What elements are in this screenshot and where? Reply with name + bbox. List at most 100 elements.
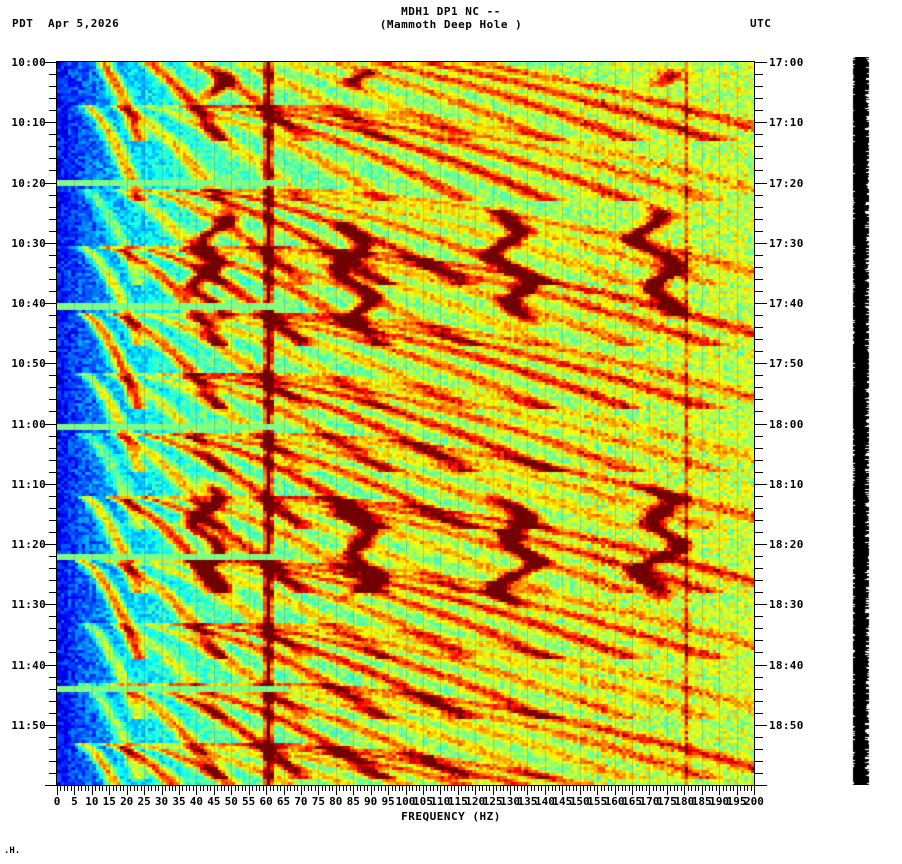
y-tick-label-left: 10:40 [11, 297, 46, 310]
y-tick-major-left [45, 303, 57, 304]
y-tick-label-right: 17:10 [769, 116, 804, 130]
y-tick-minor-right [755, 508, 763, 509]
x-tick-label: 60 [259, 795, 273, 808]
x-tick-minor [238, 786, 239, 791]
x-tick-minor [416, 786, 417, 791]
y-tick-major-right [755, 785, 767, 786]
x-tick-minor [437, 786, 438, 791]
x-tick-minor [677, 786, 678, 791]
x-tick-label: 15 [102, 795, 116, 808]
y-tick-minor-left [49, 701, 57, 702]
page-title: MDH1 DP1 NC -- [401, 5, 501, 18]
y-tick-label-right: 17:30 [769, 236, 804, 250]
x-tick-minor [503, 786, 504, 791]
y-tick-minor-right [755, 195, 763, 196]
x-tick-minor [392, 786, 393, 791]
x-tick-minor [304, 786, 305, 791]
x-tick-minor [88, 786, 89, 791]
x-tick-major [179, 786, 180, 795]
x-tick-minor [548, 786, 549, 791]
header: PDT Apr 5,2026 MDH1 DP1 NC -- (Mammoth D… [0, 0, 902, 56]
x-tick-label: 50 [224, 795, 238, 808]
y-tick-minor-right [755, 472, 763, 473]
y-tick-minor-right [755, 737, 763, 738]
x-tick-minor [521, 786, 522, 791]
y-tick-minor-right [755, 773, 763, 774]
page-subtitle: (Mammoth Deep Hole ) [379, 18, 523, 31]
y-tick-minor-left [49, 737, 57, 738]
y-tick-minor-left [49, 255, 57, 256]
x-tick-minor [217, 786, 218, 791]
x-tick-minor [270, 786, 271, 791]
y-tick-minor-left [49, 279, 57, 280]
y-tick-minor-right [755, 761, 763, 762]
x-tick-minor [224, 786, 225, 791]
y-tick-minor-left [49, 267, 57, 268]
x-tick-minor [698, 786, 699, 791]
y-tick-minor-left [49, 98, 57, 99]
x-tick-minor [165, 786, 166, 791]
x-tick-major [266, 786, 267, 795]
x-tick-minor [534, 786, 535, 791]
y-tick-minor-left [49, 375, 57, 376]
y-tick-minor-left [49, 761, 57, 762]
y-tick-minor-right [755, 351, 763, 352]
x-tick-minor [691, 786, 692, 791]
x-tick-label: 10 [85, 795, 99, 808]
x-tick-minor [461, 786, 462, 791]
x-tick-minor [325, 786, 326, 791]
x-tick-label: 5 [71, 795, 78, 808]
y-tick-minor-right [755, 556, 763, 557]
y-tick-minor-right [755, 580, 763, 581]
x-tick-minor [367, 786, 368, 791]
x-tick-minor [629, 786, 630, 791]
y-tick-label-left: 11:30 [11, 598, 46, 612]
x-tick-minor [78, 786, 79, 791]
x-tick-minor [158, 786, 159, 791]
x-tick-minor [716, 786, 717, 791]
y-tick-label-left: 11:50 [11, 718, 46, 732]
x-tick-minor [141, 786, 142, 791]
x-tick-minor [451, 786, 452, 791]
x-tick-minor [555, 786, 556, 791]
y-tick-minor-right [755, 339, 763, 340]
x-tick-minor [486, 786, 487, 791]
y-tick-minor-right [755, 640, 763, 641]
y-tick-minor-left [49, 580, 57, 581]
x-tick-minor [402, 786, 403, 791]
x-tick-label: 190 [709, 795, 730, 808]
x-tick-label: 85 [346, 795, 360, 808]
x-tick-minor [339, 786, 340, 791]
plot-top-border [56, 61, 755, 62]
y-tick-label-right: 18:30 [769, 598, 804, 612]
y-tick-minor-right [755, 592, 763, 593]
x-tick-minor [587, 786, 588, 791]
x-tick-minor [151, 786, 152, 791]
x-tick-minor [182, 786, 183, 791]
y-tick-minor-right [755, 231, 763, 232]
x-tick-minor [134, 786, 135, 791]
x-tick-major [249, 786, 250, 795]
x-tick-minor [576, 786, 577, 791]
y-tick-major-right [755, 665, 767, 666]
corner-artifact-glyph: .H. [4, 846, 21, 856]
x-tick-minor [228, 786, 229, 791]
x-tick-minor [120, 786, 121, 791]
x-tick-minor [726, 786, 727, 791]
y-tick-major-left [45, 484, 57, 485]
x-tick-minor [290, 786, 291, 791]
y-tick-label-left: 10:20 [11, 176, 46, 190]
x-tick-label: 90 [364, 795, 378, 808]
y-tick-minor-left [49, 556, 57, 557]
x-tick-minor [608, 786, 609, 791]
x-tick-major [597, 786, 598, 795]
x-tick-major [632, 786, 633, 795]
y-tick-minor-right [755, 460, 763, 461]
x-tick-major [684, 786, 685, 795]
x-tick-label: 100 [395, 795, 416, 808]
x-tick-major [162, 786, 163, 795]
x-tick-minor [479, 786, 480, 791]
x-tick-major [144, 786, 145, 795]
x-tick-label: 30 [154, 795, 169, 808]
x-tick-minor [259, 786, 260, 791]
